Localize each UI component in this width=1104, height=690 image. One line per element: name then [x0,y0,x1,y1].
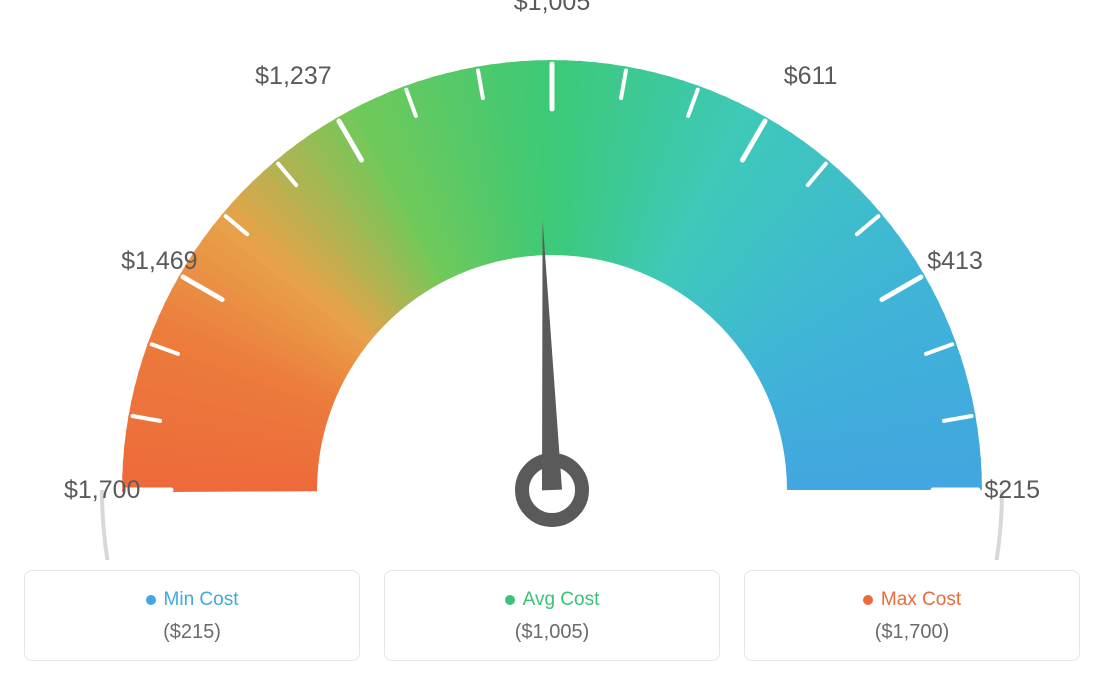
legend-card-avg: Avg Cost ($1,005) [384,570,720,661]
legend-card-min: Min Cost ($215) [24,570,360,661]
legend-value-avg: ($1,005) [397,621,707,644]
legend-dot-min [146,595,156,605]
svg-text:$1,700: $1,700 [64,476,140,504]
legend-card-max: Max Cost ($1,700) [744,570,1080,661]
legend-value-min: ($215) [37,621,347,644]
legend-label-avg: Avg Cost [523,589,600,611]
svg-text:$1,237: $1,237 [255,62,331,90]
legend-label-max: Max Cost [881,589,961,611]
legend-label-min: Min Cost [164,589,239,611]
svg-text:$1,005: $1,005 [514,0,590,16]
cost-gauge-chart: $215 $413 $611 $1,005 $1,237 $1,469 $1,700 [0,0,1104,560]
svg-text:$413: $413 [927,247,983,275]
legend-dot-avg [505,595,515,605]
svg-text:$1,469: $1,469 [121,247,197,275]
svg-text:$215: $215 [984,476,1040,504]
legend-row: Min Cost ($215) Avg Cost ($1,005) Max Co… [0,570,1104,661]
legend-dot-max [863,595,873,605]
svg-text:$611: $611 [784,62,838,90]
legend-value-max: ($1,700) [757,621,1067,644]
gauge-svg: $215 $413 $611 $1,005 $1,237 $1,469 $1,700 [0,0,1104,560]
